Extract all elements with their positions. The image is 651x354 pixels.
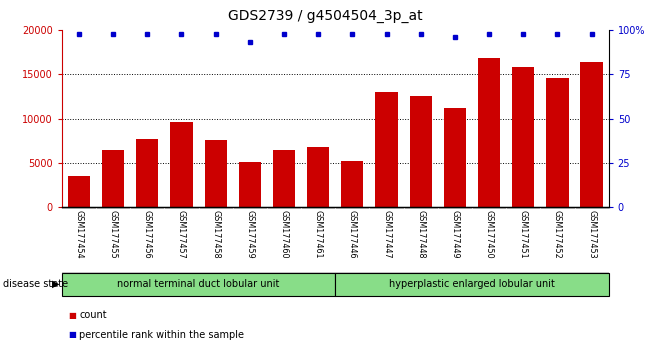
Text: GSM177453: GSM177453 [587,210,596,259]
Text: hyperplastic enlarged lobular unit: hyperplastic enlarged lobular unit [389,279,555,289]
Text: GSM177446: GSM177446 [348,210,357,259]
Text: GSM177454: GSM177454 [74,210,83,259]
Text: percentile rank within the sample: percentile rank within the sample [79,330,244,339]
Text: GSM177452: GSM177452 [553,210,562,259]
Text: GSM177449: GSM177449 [450,210,460,259]
Text: disease state: disease state [3,279,68,289]
Text: GSM177460: GSM177460 [279,210,288,259]
Bar [239,162,261,207]
Bar [171,122,193,207]
Text: GSM177461: GSM177461 [314,210,323,259]
Text: GSM177456: GSM177456 [143,210,152,259]
Bar [307,147,329,207]
Bar [273,149,295,207]
Bar [444,108,466,207]
Bar [102,149,124,207]
Text: GDS2739 / g4504504_3p_at: GDS2739 / g4504504_3p_at [229,9,422,23]
Text: ▶: ▶ [51,279,59,289]
Bar [546,78,568,207]
Text: GSM177450: GSM177450 [484,210,493,259]
Bar [335,273,609,296]
Text: GSM177459: GSM177459 [245,210,255,259]
Bar [204,140,227,207]
Bar [581,62,603,207]
Bar [62,273,335,296]
Bar [376,92,398,207]
Bar [68,176,90,207]
Bar [478,58,500,207]
Bar [512,67,534,207]
Text: count: count [79,310,107,320]
Text: GSM177455: GSM177455 [109,210,118,259]
Text: ■: ■ [68,310,76,320]
Bar [409,96,432,207]
Bar [341,161,363,207]
Bar [136,139,158,207]
Text: GSM177448: GSM177448 [416,210,425,259]
Text: normal terminal duct lobular unit: normal terminal duct lobular unit [117,279,280,289]
Text: ■: ■ [68,330,76,339]
Text: GSM177451: GSM177451 [519,210,528,259]
Text: GSM177447: GSM177447 [382,210,391,259]
Text: GSM177457: GSM177457 [177,210,186,259]
Text: GSM177458: GSM177458 [211,210,220,259]
